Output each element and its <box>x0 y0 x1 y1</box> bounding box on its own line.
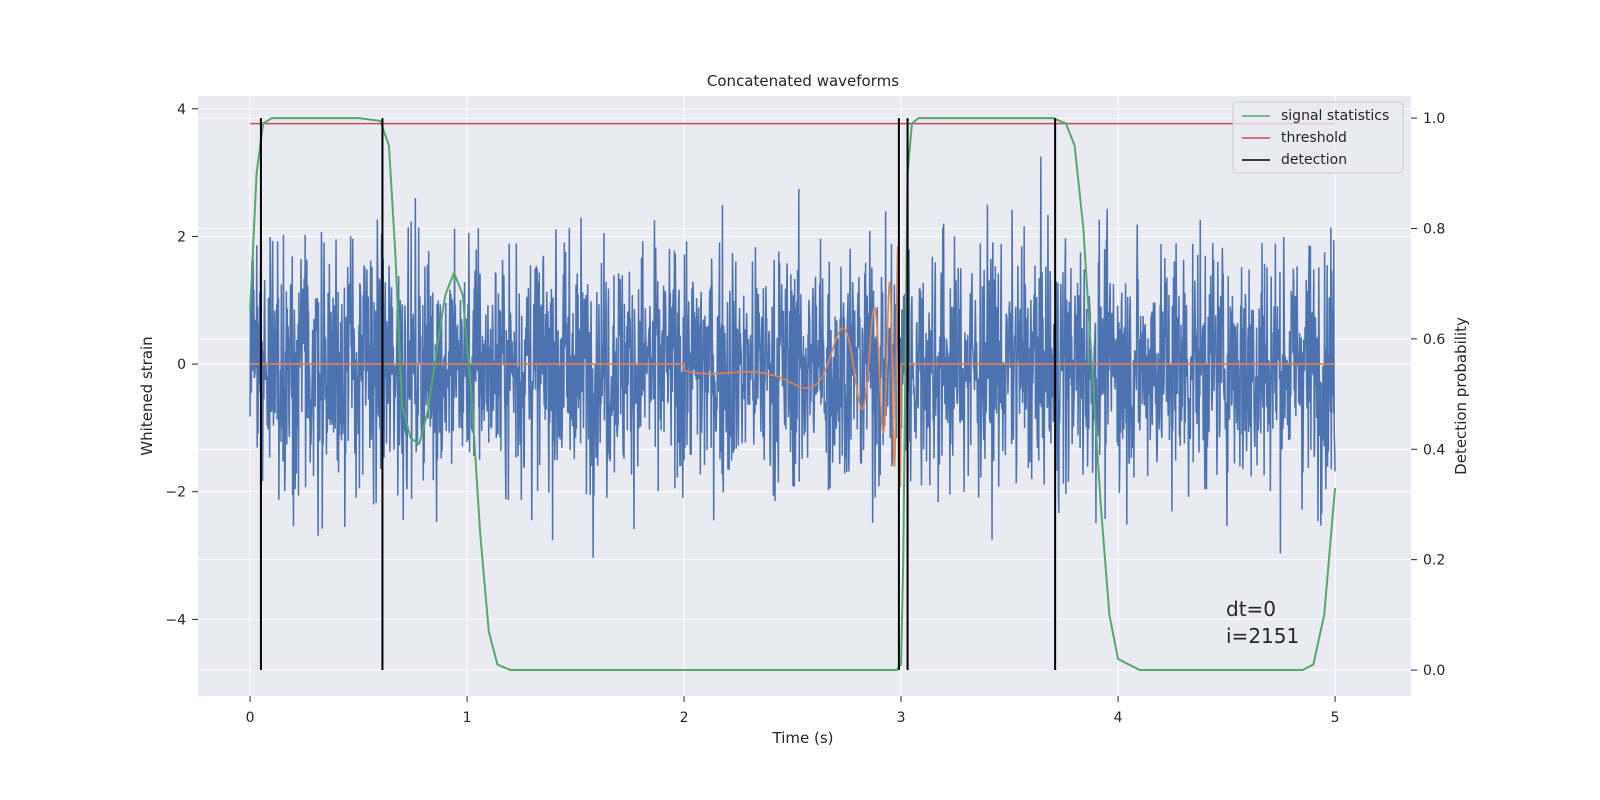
y-left-tick-label: 2 <box>177 229 186 245</box>
legend-box <box>1232 101 1404 174</box>
y-right-axis-ticks: 0.0 0.2 0.4 0.6 0.8 1.0 <box>1411 111 1445 679</box>
noise-series <box>249 156 1336 558</box>
waveform-line <box>250 245 1336 488</box>
x-tick-label: 1 <box>463 710 472 726</box>
y-right-tick-label: 0.2 <box>1423 553 1445 569</box>
y-right-tick-label: 1.0 <box>1423 111 1445 127</box>
y-right-tick-label: 0.8 <box>1423 221 1445 237</box>
x-tick-label: 4 <box>1114 710 1123 726</box>
detection-series <box>259 118 1057 671</box>
annotation-dt: dt=0 <box>1226 597 1276 621</box>
x-tick-label: 2 <box>680 710 689 726</box>
x-tick-label: 3 <box>897 710 906 726</box>
x-tick-label: 5 <box>1331 710 1340 726</box>
y-left-tick-label: −4 <box>165 612 186 628</box>
x-axis-ticks: 0 1 2 3 4 5 <box>246 696 1340 726</box>
chart-title: Concatenated waveforms <box>707 72 899 90</box>
y-left-tick-label: 4 <box>177 102 186 118</box>
y-left-axis-label: Whitened strain <box>138 336 156 455</box>
signal-statistics-line <box>249 117 1337 672</box>
legend-threshold-label: threshold <box>1281 130 1347 146</box>
y-left-tick-label: 0 <box>177 357 186 373</box>
y-left-axis-ticks: −4 −2 0 2 4 <box>165 102 198 628</box>
x-axis-label: Time (s) <box>772 729 834 747</box>
legend: signal statistics threshold detection <box>1232 101 1404 174</box>
legend-signal-statistics-label: signal statistics <box>1281 108 1389 124</box>
y-right-tick-label: 0.6 <box>1423 332 1445 348</box>
waveform-series <box>250 245 1336 488</box>
x-tick-label: 0 <box>246 710 255 726</box>
legend-detection-label: detection <box>1281 152 1347 168</box>
y-right-tick-label: 0.0 <box>1423 663 1445 679</box>
y-right-axis-label: Detection probability <box>1452 317 1470 475</box>
annotation-i: i=2151 <box>1226 624 1299 648</box>
y-left-tick-label: −2 <box>165 485 186 501</box>
y-right-tick-label: 0.4 <box>1423 442 1445 458</box>
signal-statistics-series <box>249 117 1337 672</box>
noise-line <box>249 156 1336 558</box>
